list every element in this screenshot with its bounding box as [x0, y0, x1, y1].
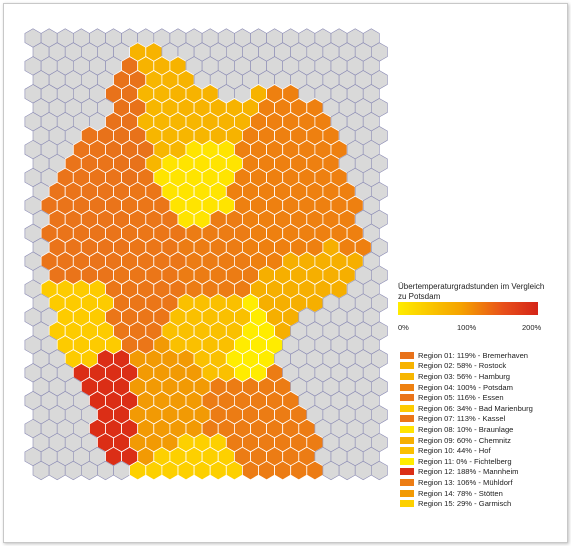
region-legend: Region 01: 119% - Bremerhaven Region 02: … — [400, 350, 533, 509]
legend-swatch — [400, 489, 414, 497]
legend-item: Region 14: 78% - Stötten — [400, 488, 533, 499]
colorbar-tick-min: 0% — [398, 323, 409, 332]
legend-swatch — [400, 500, 414, 508]
colorbar-tick-max: 200% — [522, 323, 542, 332]
hex-cell-region — [129, 460, 147, 481]
hex-cell-empty — [370, 460, 388, 481]
legend-swatch — [400, 415, 414, 423]
hex-cell-region — [241, 460, 259, 481]
legend-label: Region 03: 56% - Hamburg — [418, 371, 511, 381]
hex-cell-region — [274, 460, 292, 481]
legend-label: Region 08: 10% - Braunlage — [418, 424, 514, 434]
legend-item: Region 05: 116% - Essen — [400, 392, 533, 403]
legend-swatch — [400, 383, 414, 391]
legend-item: Region 02: 58% - Rostock — [400, 361, 533, 372]
legend-item: Region 13: 106% - Mühldorf — [400, 477, 533, 488]
hex-cell-region — [177, 460, 195, 481]
hex-cell-region — [209, 460, 227, 481]
hex-cell-region — [258, 460, 276, 481]
hex-cell-region — [306, 460, 324, 481]
legend-item: Region 04: 100% - Potsdam — [400, 382, 533, 393]
legend-item: Region 12: 188% - Mannheim — [400, 467, 533, 478]
colorbar — [398, 302, 538, 315]
legend-item: Region 07: 113% - Kassel — [400, 414, 533, 425]
legend-item: Region 01: 119% - Bremerhaven — [400, 350, 533, 361]
legend-label: Region 04: 100% - Potsdam — [418, 382, 513, 392]
legend-swatch — [400, 394, 414, 402]
legend-label: Region 14: 78% - Stötten — [418, 488, 503, 498]
legend-item: Region 11: 0% - Fichtelberg — [400, 456, 533, 467]
legend-item: Region 03: 56% - Hamburg — [400, 371, 533, 382]
legend-label: Region 10: 44% - Hof — [418, 446, 491, 456]
legend-swatch — [400, 362, 414, 370]
hex-cell-region — [290, 460, 308, 481]
legend-swatch — [400, 372, 414, 380]
legend-swatch — [400, 404, 414, 412]
legend-swatch — [400, 351, 414, 359]
legend-item: Region 09: 60% - Chemnitz — [400, 435, 533, 446]
legend-item: Region 06: 34% - Bad Marienburg — [400, 403, 533, 414]
hex-cell-region — [193, 460, 211, 481]
legend-label: Region 07: 113% - Kassel — [418, 414, 506, 424]
legend-swatch — [400, 425, 414, 433]
hex-cell-region — [225, 460, 243, 481]
legend-swatch — [400, 436, 414, 444]
legend-item: Region 15: 29% - Garmisch — [400, 498, 533, 509]
legend-swatch — [400, 468, 414, 476]
hex-cell-region — [161, 460, 179, 481]
colorbar-title: Übertemperaturgradstunden im Vergleich z… — [398, 282, 545, 301]
legend-label: Region 01: 119% - Bremerhaven — [418, 350, 529, 360]
legend-swatch — [400, 447, 414, 455]
legend-label: Region 13: 106% - Mühldorf — [418, 477, 513, 487]
legend-label: Region 11: 0% - Fichtelberg — [418, 456, 512, 466]
legend-label: Region 02: 58% - Rostock — [418, 361, 507, 371]
legend-label: Region 09: 60% - Chemnitz — [418, 435, 511, 445]
hex-cell-region — [145, 460, 163, 481]
legend-item: Region 10: 44% - Hof — [400, 445, 533, 456]
colorbar-tick-mid: 100% — [457, 323, 477, 332]
legend-label: Region 05: 116% - Essen — [418, 393, 504, 403]
legend-item: Region 08: 10% - Braunlage — [400, 424, 533, 435]
legend-swatch — [400, 457, 414, 465]
legend-label: Region 15: 29% - Garmisch — [418, 499, 512, 509]
legend-swatch — [400, 478, 414, 486]
legend-label: Region 12: 188% - Mannheim — [418, 467, 519, 477]
legend-label: Region 06: 34% - Bad Marienburg — [418, 403, 533, 413]
